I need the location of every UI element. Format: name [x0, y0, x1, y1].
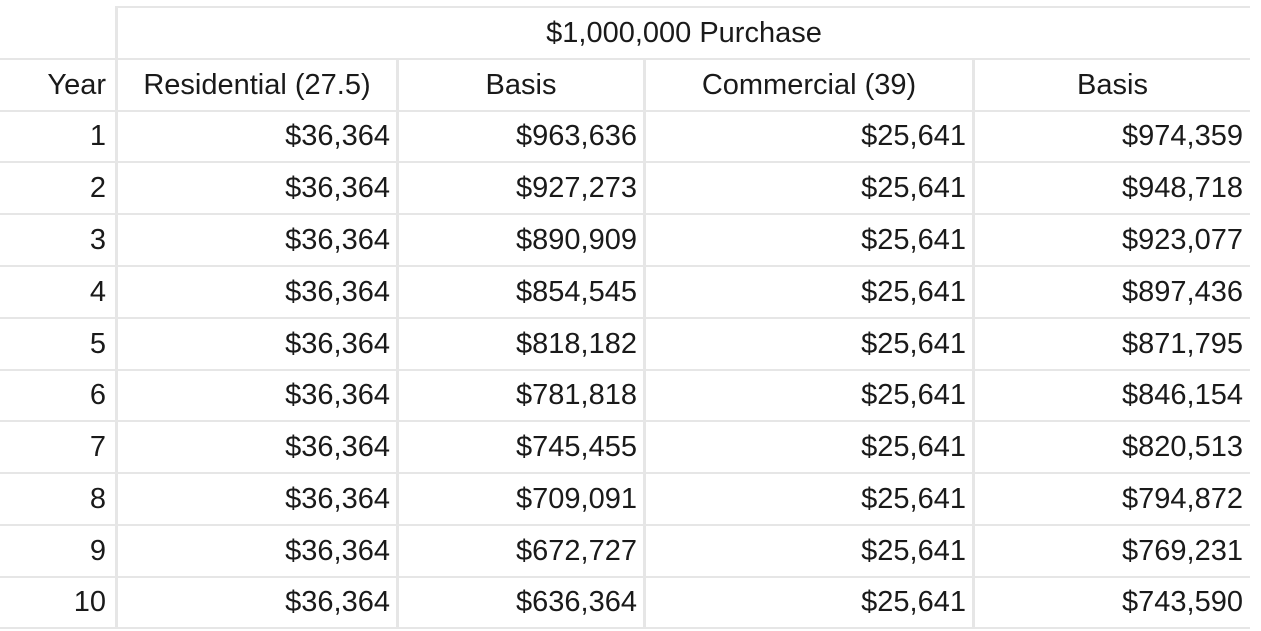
- residential-basis-cell: $709,091: [516, 482, 637, 515]
- year-cell: 8: [89, 482, 106, 515]
- year-cell: 3: [89, 223, 106, 256]
- gridline: [115, 6, 118, 629]
- year-cell: 9: [89, 534, 106, 567]
- gridline: [0, 369, 1250, 371]
- residential-depreciation-cell: $36,364: [285, 534, 390, 567]
- residential-depreciation-cell: $36,364: [285, 379, 390, 411]
- commercial-depreciation-cell: $25,641: [861, 120, 966, 152]
- table-row: 10 $36,364 $636,364 $25,641 $743,590: [0, 578, 1250, 627]
- residential-basis-cell: $672,727: [516, 534, 637, 567]
- residential-basis-cell: $745,455: [516, 430, 637, 463]
- commercial-basis-cell: $948,718: [1122, 171, 1243, 204]
- commercial-depreciation-cell: $25,641: [861, 379, 966, 411]
- gridline: [0, 265, 1250, 267]
- table-row: 4 $36,364 $854,545 $25,641 $897,436: [0, 267, 1250, 317]
- commercial-basis-cell: $794,872: [1122, 482, 1243, 515]
- gridline: [0, 420, 1250, 422]
- table-row: 1 $36,364 $963,636 $25,641 $974,359: [0, 112, 1250, 161]
- gridline: [0, 110, 1250, 112]
- gridline: [117, 6, 1250, 8]
- table-row: 7 $36,364 $745,455 $25,641 $820,513: [0, 422, 1250, 472]
- commercial-basis-cell: $974,359: [1122, 120, 1243, 152]
- commercial-basis-cell: $820,513: [1122, 430, 1243, 463]
- year-cell: 6: [89, 379, 106, 411]
- gridline: [0, 161, 1250, 163]
- table-row: 8 $36,364 $709,091 $25,641 $794,872: [0, 474, 1250, 524]
- gridline: [0, 58, 1250, 60]
- residential-basis-cell: $963,636: [516, 120, 637, 152]
- gridline: [396, 58, 399, 629]
- commercial-basis-cell: $769,231: [1122, 534, 1243, 567]
- gridline: [0, 472, 1250, 474]
- column-header-row: Year Residential (27.5) Basis Commercial…: [0, 60, 1250, 110]
- commercial-depreciation-cell: $25,641: [861, 482, 966, 515]
- column-header-residential: Residential (27.5): [143, 68, 371, 101]
- gridline: [0, 576, 1250, 578]
- residential-basis-cell: $818,182: [516, 327, 637, 360]
- commercial-basis-cell: $897,436: [1122, 275, 1243, 308]
- residential-basis-cell: $781,818: [516, 379, 637, 411]
- residential-depreciation-cell: $36,364: [285, 275, 390, 308]
- group-header-row: $1,000,000 Purchase: [0, 8, 1250, 58]
- column-header-residential-basis: Basis: [485, 68, 557, 101]
- column-header-commercial-basis: Basis: [1077, 68, 1148, 101]
- residential-depreciation-cell: $36,364: [285, 586, 390, 618]
- gridline: [972, 58, 975, 629]
- residential-basis-cell: $854,545: [516, 275, 637, 308]
- year-cell: 10: [73, 586, 106, 618]
- commercial-depreciation-cell: $25,641: [861, 171, 966, 204]
- residential-depreciation-cell: $36,364: [285, 223, 390, 256]
- table-row: 5 $36,364 $818,182 $25,641 $871,795: [0, 319, 1250, 369]
- table-row: 6 $36,364 $781,818 $25,641 $846,154: [0, 371, 1250, 420]
- gridline: [0, 317, 1250, 319]
- commercial-basis-cell: $846,154: [1122, 379, 1243, 411]
- gridline: [643, 58, 646, 629]
- residential-basis-cell: $890,909: [516, 223, 637, 256]
- residential-depreciation-cell: $36,364: [285, 430, 390, 463]
- year-cell: 5: [89, 327, 106, 360]
- table-row: 9 $36,364 $672,727 $25,641 $769,231: [0, 526, 1250, 576]
- gridline: [0, 213, 1250, 215]
- gridline: [0, 627, 1250, 629]
- residential-depreciation-cell: $36,364: [285, 327, 390, 360]
- gridline: [0, 524, 1250, 526]
- year-cell: 2: [89, 171, 106, 204]
- residential-depreciation-cell: $36,364: [285, 120, 390, 152]
- commercial-depreciation-cell: $25,641: [861, 327, 966, 360]
- residential-depreciation-cell: $36,364: [285, 171, 390, 204]
- commercial-basis-cell: $743,590: [1122, 586, 1243, 618]
- column-header-commercial: Commercial (39): [701, 68, 917, 101]
- year-cell: 4: [89, 275, 106, 308]
- group-header: $1,000,000 Purchase: [546, 16, 822, 49]
- commercial-basis-cell: $923,077: [1122, 223, 1243, 256]
- year-cell: 1: [89, 120, 106, 152]
- column-header-year: Year: [47, 68, 106, 101]
- year-cell: 7: [89, 430, 106, 463]
- residential-basis-cell: $927,273: [516, 171, 637, 204]
- residential-basis-cell: $636,364: [516, 586, 637, 618]
- table-row: 3 $36,364 $890,909 $25,641 $923,077: [0, 215, 1250, 265]
- commercial-depreciation-cell: $25,641: [861, 275, 966, 308]
- commercial-depreciation-cell: $25,641: [861, 586, 966, 618]
- table-row: 2 $36,364 $927,273 $25,641 $948,718: [0, 163, 1250, 213]
- commercial-depreciation-cell: $25,641: [861, 430, 966, 463]
- commercial-basis-cell: $871,795: [1122, 327, 1243, 360]
- commercial-depreciation-cell: $25,641: [861, 223, 966, 256]
- commercial-depreciation-cell: $25,641: [861, 534, 966, 567]
- residential-depreciation-cell: $36,364: [285, 482, 390, 515]
